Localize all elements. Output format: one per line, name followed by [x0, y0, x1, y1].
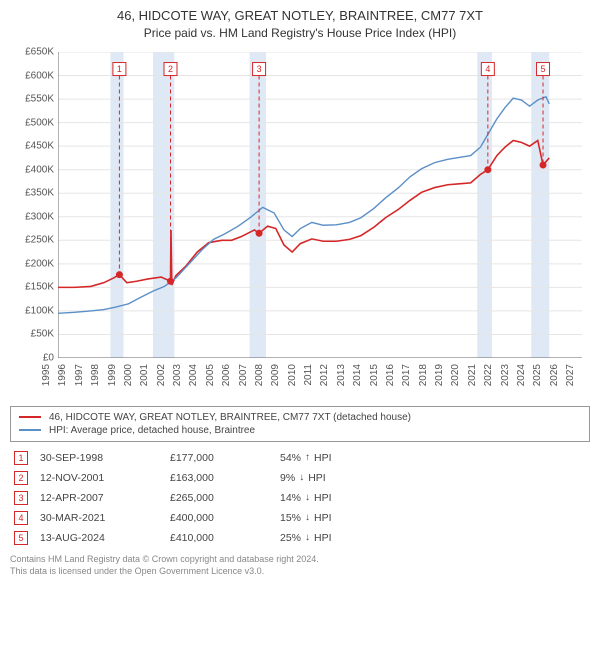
event-dot [256, 230, 263, 237]
event-suffix: HPI [314, 532, 332, 544]
series-line [58, 140, 549, 287]
legend: 46, HIDCOTE WAY, GREAT NOTLEY, BRAINTREE… [10, 406, 590, 442]
y-tick-label: £600K [10, 70, 54, 81]
event-pct: 54% [280, 452, 301, 464]
event-dot [167, 278, 174, 285]
event-date: 30-MAR-2021 [40, 512, 170, 524]
event-badge-label: 5 [541, 64, 546, 74]
y-tick-label: £250K [10, 235, 54, 246]
event-badge-label: 4 [485, 64, 490, 74]
event-badge-label: 3 [257, 64, 262, 74]
y-tick-label: £200K [10, 258, 54, 269]
legend-item: 46, HIDCOTE WAY, GREAT NOTLEY, BRAINTREE… [19, 411, 581, 424]
chart-svg: 1 2 3 4 5 [58, 52, 582, 358]
legend-label: 46, HIDCOTE WAY, GREAT NOTLEY, BRAINTREE… [49, 412, 411, 423]
event-suffix: HPI [308, 472, 326, 484]
event-price: £410,000 [170, 532, 280, 544]
event-price: £177,000 [170, 452, 280, 464]
event-date: 30-SEP-1998 [40, 452, 170, 464]
event-row-badge: 3 [14, 491, 28, 505]
event-date: 12-NOV-2001 [40, 472, 170, 484]
y-tick-label: £50K [10, 329, 54, 340]
event-row: 3 12-APR-2007£265,00014% ↓ HPI [10, 488, 590, 508]
event-row: 1 30-SEP-1998£177,00054% ↑ HPI [10, 448, 590, 468]
event-row-badge: 1 [14, 451, 28, 465]
legend-item: HPI: Average price, detached house, Brai… [19, 424, 581, 437]
event-change: 15% ↓ HPI [280, 512, 410, 524]
series-line [58, 97, 549, 314]
footer-line: This data is licensed under the Open Gov… [10, 566, 590, 578]
event-badge-label: 2 [168, 64, 173, 74]
event-row: 5 13-AUG-2024£410,00025% ↓ HPI [10, 528, 590, 548]
event-price: £265,000 [170, 492, 280, 504]
recession-band [477, 52, 492, 358]
arrow-down-icon: ↓ [305, 512, 310, 523]
y-tick-label: £400K [10, 164, 54, 175]
event-pct: 25% [280, 532, 301, 544]
legend-label: HPI: Average price, detached house, Brai… [49, 425, 255, 436]
recession-band [250, 52, 266, 358]
x-tick-label: 2027 [565, 364, 599, 386]
chart: 1 2 3 4 5 £0 £50K £100K £150K £200K £250K £300K £35… [10, 48, 590, 398]
y-tick-label: £350K [10, 188, 54, 199]
event-pct: 14% [280, 492, 301, 504]
recession-band [110, 52, 123, 358]
footer: Contains HM Land Registry data © Crown c… [10, 554, 590, 577]
event-badge-label: 1 [117, 64, 122, 74]
event-row-badge: 5 [14, 531, 28, 545]
y-tick-label: £0 [10, 352, 54, 363]
event-change: 9% ↓ HPI [280, 472, 410, 484]
event-dot [484, 166, 491, 173]
y-tick-label: £550K [10, 94, 54, 105]
y-tick-label: £150K [10, 282, 54, 293]
y-tick-label: £450K [10, 141, 54, 152]
event-dot [540, 161, 547, 168]
page-title: 46, HIDCOTE WAY, GREAT NOTLEY, BRAINTREE… [10, 8, 590, 24]
footer-line: Contains HM Land Registry data © Crown c… [10, 554, 590, 566]
legend-swatch [19, 429, 41, 431]
event-price: £163,000 [170, 472, 280, 484]
events-table: 130-SEP-1998£177,00054%↑HPI212-NOV-2001£… [10, 448, 590, 548]
event-suffix: HPI [314, 512, 332, 524]
y-tick-label: £500K [10, 117, 54, 128]
legend-swatch [19, 416, 41, 418]
event-suffix: HPI [314, 492, 332, 504]
arrow-down-icon: ↓ [299, 472, 304, 483]
recession-band [153, 52, 174, 358]
event-pct: 9% [280, 472, 295, 484]
event-pct: 15% [280, 512, 301, 524]
event-row: 2 12-NOV-2001£163,0009% ↓ HPI [10, 468, 590, 488]
arrow-down-icon: ↓ [305, 492, 310, 503]
event-dot [116, 271, 123, 278]
event-change: 25% ↓ HPI [280, 532, 410, 544]
event-date: 13-AUG-2024 [40, 532, 170, 544]
event-row: 4 30-MAR-2021£400,00015% ↓ HPI [10, 508, 590, 528]
event-row-badge: 2 [14, 471, 28, 485]
arrow-up-icon: ↑ [305, 452, 310, 463]
event-price: £400,000 [170, 512, 280, 524]
event-change: 14% ↓ HPI [280, 492, 410, 504]
y-tick-label: £650K [10, 46, 54, 57]
event-date: 12-APR-2007 [40, 492, 170, 504]
y-tick-label: £300K [10, 211, 54, 222]
event-suffix: HPI [314, 452, 332, 464]
page-subtitle: Price paid vs. HM Land Registry's House … [10, 26, 590, 40]
arrow-down-icon: ↓ [305, 532, 310, 543]
event-row-badge: 4 [14, 511, 28, 525]
event-change: 54% ↑ HPI [280, 452, 410, 464]
y-tick-label: £100K [10, 305, 54, 316]
